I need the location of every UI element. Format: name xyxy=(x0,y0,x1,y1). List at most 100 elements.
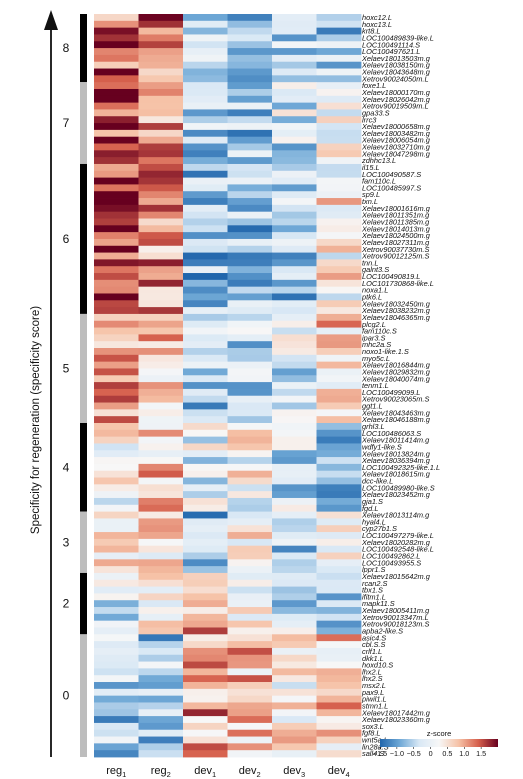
heatmap-cell xyxy=(138,150,184,158)
gene-label: Xelaev18017442m.g xyxy=(361,708,431,717)
heatmap-cell xyxy=(138,20,184,29)
heatmap-cell xyxy=(272,552,317,560)
gene-label: mhc2a.S xyxy=(362,340,391,349)
heatmap-cell xyxy=(272,218,317,226)
heatmap-cell xyxy=(227,538,273,547)
score-label-2: 2 xyxy=(63,597,70,611)
heatmap-cell xyxy=(94,170,139,178)
gene-label: crlf1.L xyxy=(362,647,382,656)
heatmap-cell xyxy=(316,273,362,281)
heatmap-cell xyxy=(227,668,273,676)
heatmap-cell xyxy=(183,259,228,267)
gene-label: Xelaev18047298m.g xyxy=(361,149,431,158)
heatmap-cell xyxy=(183,497,228,506)
heatmap-cell xyxy=(227,252,273,260)
heatmap-cell xyxy=(138,559,184,567)
heatmap-cell xyxy=(227,116,273,124)
heatmap-cell xyxy=(94,293,139,301)
heatmap-cell xyxy=(183,136,228,144)
heatmap-cell xyxy=(183,218,228,226)
gene-label: fgf8.L xyxy=(362,729,381,738)
heatmap-cell xyxy=(183,538,228,547)
heatmap-cell xyxy=(272,559,317,567)
gene-label: sp9.L xyxy=(362,190,380,199)
heatmap-cell xyxy=(138,395,184,403)
heatmap-cell xyxy=(272,320,317,328)
heatmap-cell xyxy=(183,566,228,574)
heatmap-cell xyxy=(138,709,184,717)
heatmap-cell xyxy=(94,136,139,144)
heatmap-cell xyxy=(316,211,362,219)
heatmap-cell xyxy=(227,238,273,247)
heatmap-cell xyxy=(272,688,317,697)
heatmap-cell xyxy=(183,123,228,131)
gene-label: wdfy1-like.S xyxy=(362,442,402,451)
heatmap-cell xyxy=(227,566,273,574)
heatmap-cell xyxy=(316,361,362,369)
heatmap-cell xyxy=(272,422,317,431)
heatmap-cell xyxy=(316,572,362,581)
heatmap-cell xyxy=(138,607,184,615)
gene-label: Xetrov90024050m.L xyxy=(361,74,429,83)
heatmap-cell xyxy=(94,300,139,308)
heatmap-cell xyxy=(316,525,362,533)
heatmap-cell xyxy=(94,620,139,628)
heatmap-cell xyxy=(227,607,273,615)
heatmap-cell xyxy=(138,232,184,240)
heatmap-cell xyxy=(272,416,317,424)
heatmap-cell xyxy=(272,286,317,294)
heatmap-cell xyxy=(316,463,362,472)
heatmap-cell xyxy=(316,177,362,185)
heatmap-cell xyxy=(227,463,273,472)
heatmap-cell xyxy=(272,191,317,199)
heatmap-cell xyxy=(272,736,317,744)
heatmap-cell xyxy=(272,177,317,185)
y-axis-label: Specificity for regeneration (specificit… xyxy=(30,306,42,534)
heatmap-cell xyxy=(227,170,273,178)
heatmap-cell xyxy=(227,361,273,369)
heatmap-cell xyxy=(316,354,362,363)
heatmap-cell xyxy=(227,688,273,697)
heatmap-cell xyxy=(183,388,228,397)
colorbar-tick-label: 1.0 xyxy=(459,749,469,758)
heatmap-cell xyxy=(272,143,317,151)
heatmap-cell xyxy=(227,613,273,622)
heatmap-cell xyxy=(227,627,273,635)
heatmap-cell xyxy=(94,68,139,76)
heatmap-cell xyxy=(272,538,317,547)
heatmap-cell xyxy=(138,129,184,138)
heatmap-cell xyxy=(227,416,273,424)
gene-label: plcg2.L xyxy=(361,320,386,329)
heatmap-cell xyxy=(316,75,362,83)
heatmap-cell xyxy=(183,41,228,49)
colorbar-gradient xyxy=(380,739,498,747)
heatmap-cell xyxy=(272,68,317,76)
heatmap-cell xyxy=(227,68,273,76)
heatmap-cell xyxy=(183,184,228,192)
heatmap-cell xyxy=(94,504,139,513)
heatmap-cell xyxy=(272,273,317,281)
heatmap-cell xyxy=(272,443,317,451)
gene-label: Xelaev18000658m.g xyxy=(361,122,431,131)
heatmap-cell xyxy=(183,34,228,42)
heatmap-cell xyxy=(183,409,228,417)
heatmap-cell xyxy=(138,348,184,356)
score-label-7: 7 xyxy=(63,116,70,130)
heatmap-cell xyxy=(227,716,273,724)
heatmap-cell xyxy=(183,273,228,281)
heatmap-cell xyxy=(227,641,273,649)
heatmap-cell xyxy=(183,307,228,315)
heatmap-cell xyxy=(227,143,273,151)
heatmap-cell xyxy=(138,661,184,669)
heatmap-cell xyxy=(138,136,184,144)
heatmap-cell xyxy=(272,204,317,213)
heatmap-cell xyxy=(183,641,228,649)
heatmap-cell xyxy=(183,368,228,376)
heatmap-cell xyxy=(316,123,362,131)
gene-label: Xetrov90023065m.S xyxy=(361,395,429,404)
heatmap-cell xyxy=(183,484,228,492)
heatmap-cell xyxy=(183,716,228,724)
gene-label: Xelaev18038150m.g xyxy=(361,61,431,70)
gene-label: Xelaev18043463m.g xyxy=(361,408,431,417)
heatmap-cell xyxy=(138,654,184,662)
